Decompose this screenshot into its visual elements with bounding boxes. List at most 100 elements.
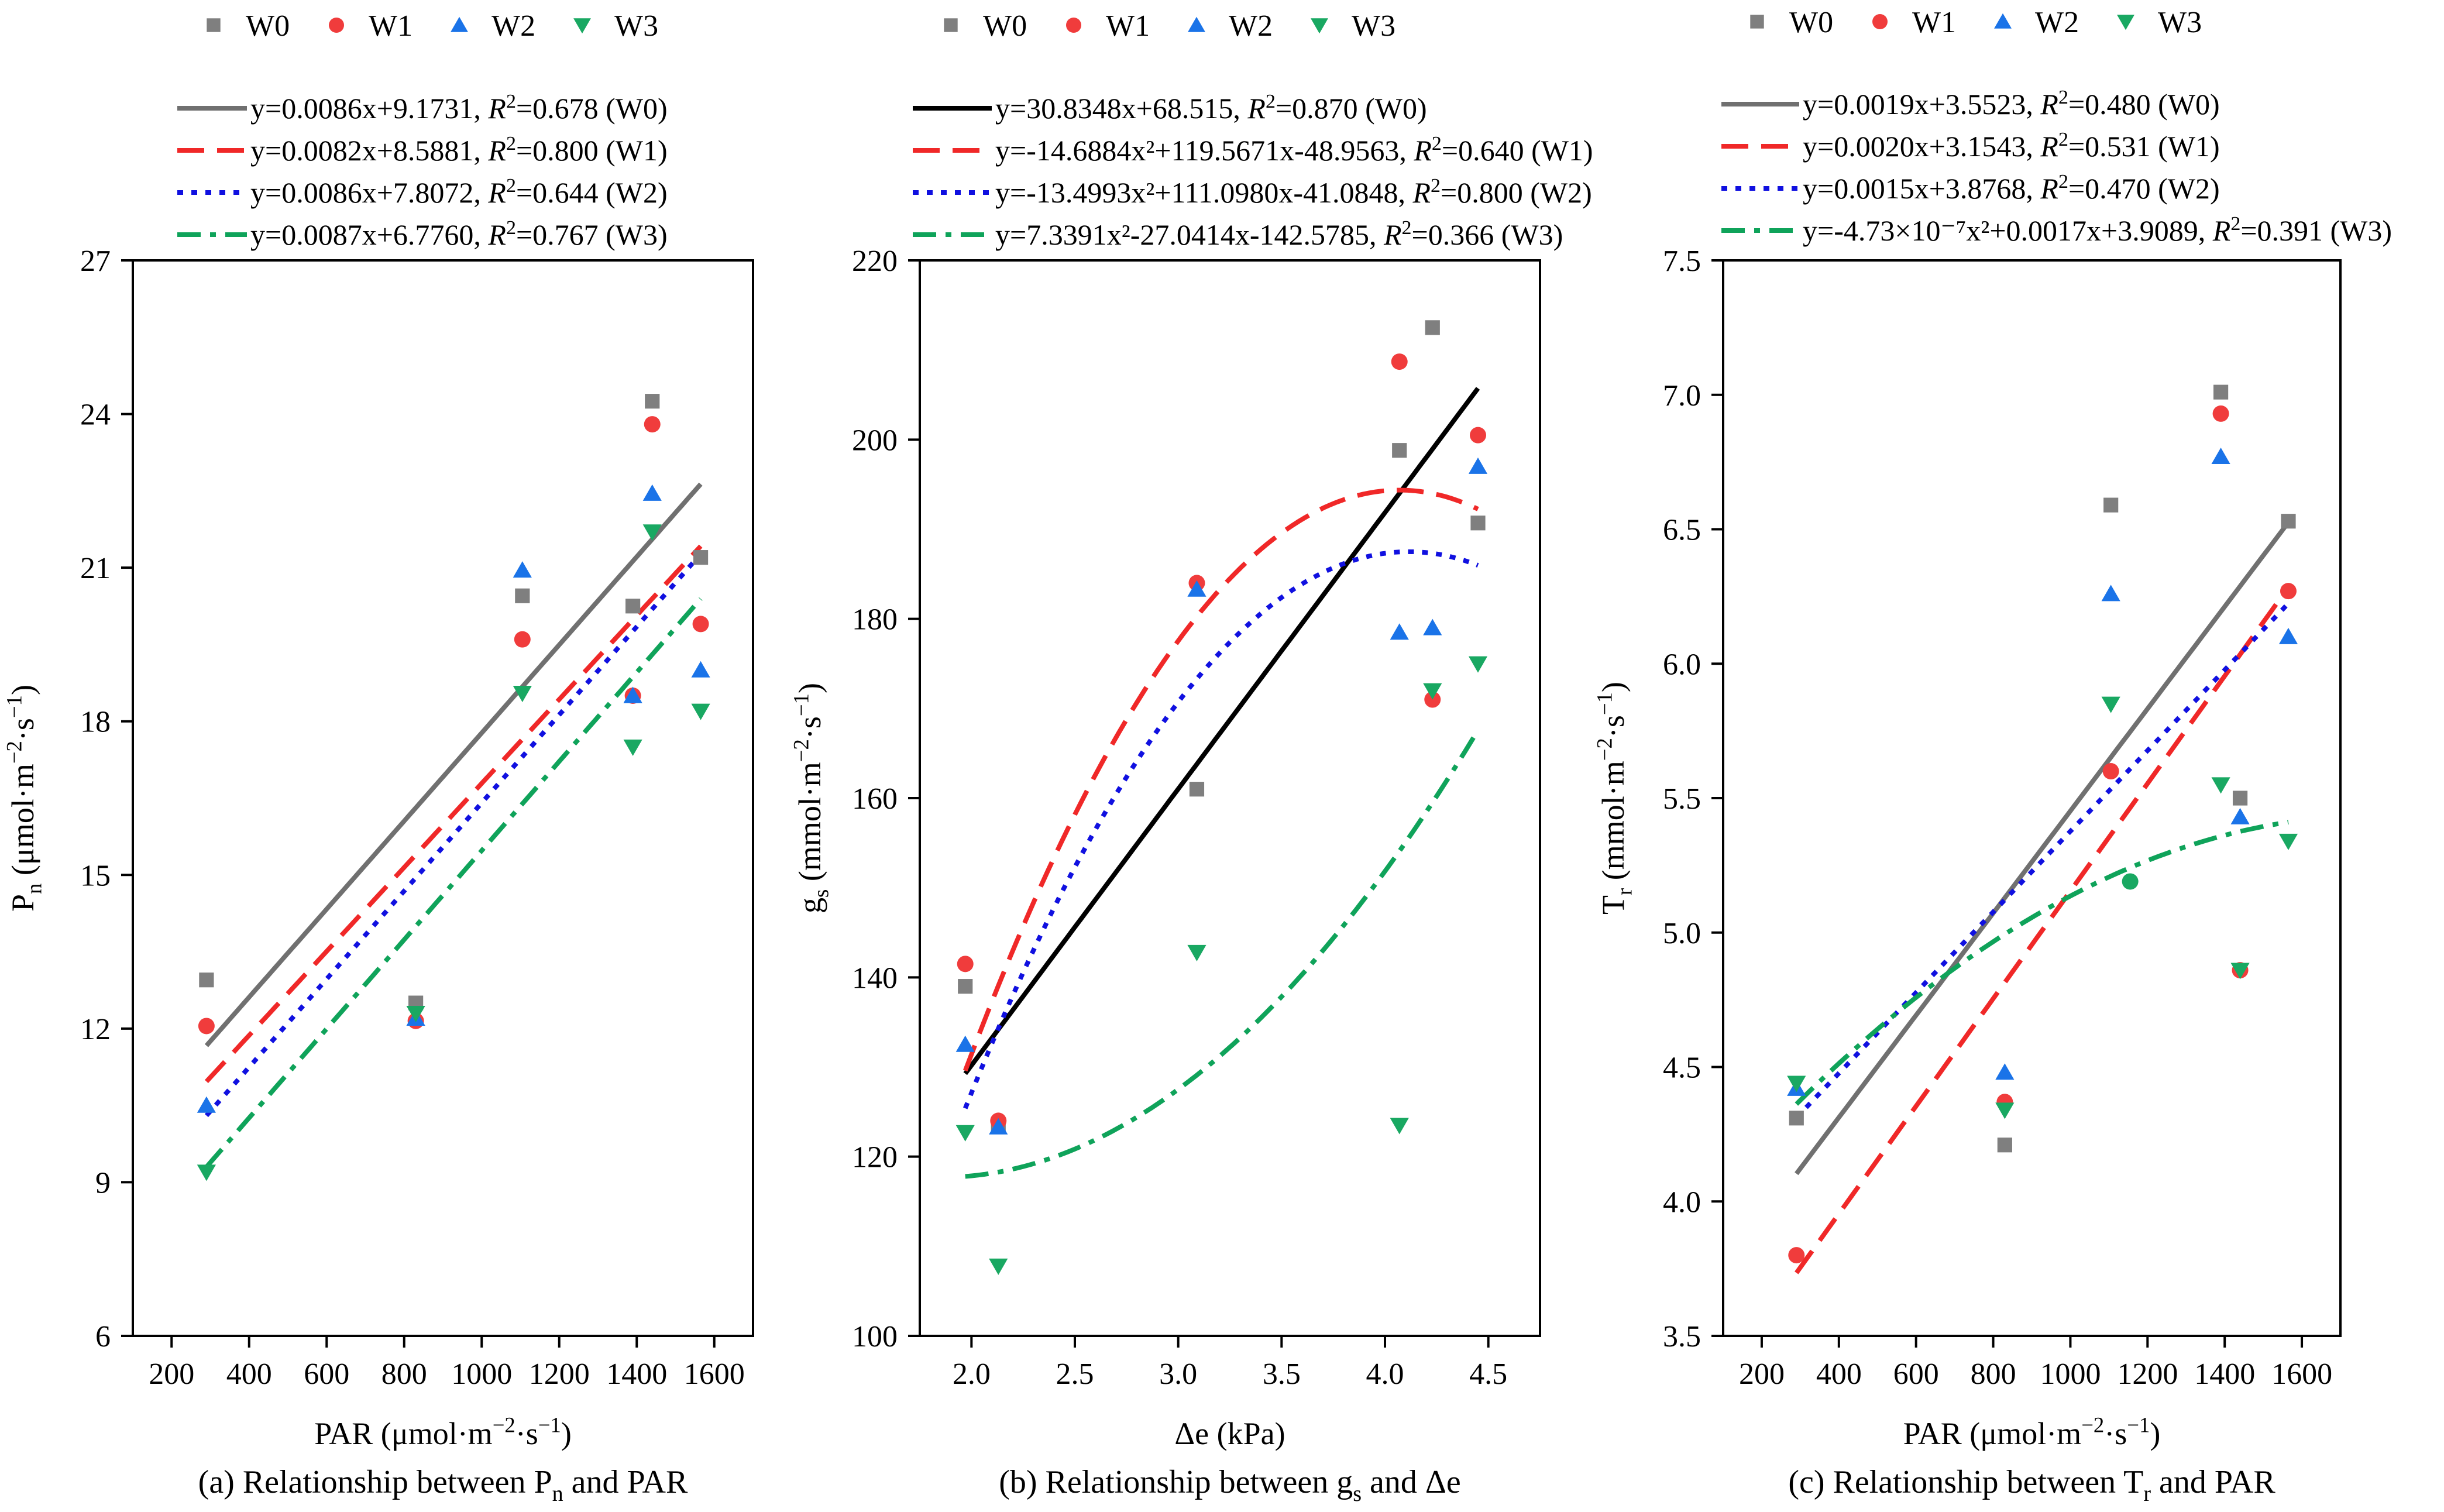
x-tick-label: 1200 bbox=[2117, 1358, 2178, 1391]
x-tick-label: 200 bbox=[1739, 1358, 1785, 1391]
fit-equation-w1: y=-14.6884x²+119.5671x-48.9563, R2=0.640… bbox=[995, 133, 1593, 167]
x-tick-label: 600 bbox=[1893, 1358, 1939, 1391]
x-tick-label: 1000 bbox=[451, 1358, 512, 1391]
point-triangle-up bbox=[2101, 585, 2120, 602]
x-tick-label: 3.5 bbox=[1263, 1358, 1301, 1391]
point-circle bbox=[329, 18, 344, 33]
point-triangle-down bbox=[1787, 1075, 1806, 1092]
fit-curve-w0 bbox=[1795, 521, 2291, 1176]
y-tick-label: 160 bbox=[852, 782, 898, 816]
point-triangle-down bbox=[1311, 18, 1328, 34]
series-w2 bbox=[1787, 448, 2298, 1096]
x-tick-label: 2.0 bbox=[953, 1358, 991, 1391]
point-circle bbox=[2212, 405, 2229, 422]
series-w3 bbox=[955, 656, 1488, 1275]
legend-item-w3: W3 bbox=[573, 9, 658, 43]
panel-caption: (c) Relationship between Tr and PAR bbox=[1788, 1464, 2275, 1506]
legend-item-w3: W3 bbox=[2117, 6, 2202, 39]
legend-label: W3 bbox=[2158, 6, 2202, 39]
point-square bbox=[2103, 497, 2119, 513]
y-tick-label: 5.5 bbox=[1663, 782, 1701, 816]
legend-item-w0: W0 bbox=[1750, 6, 1833, 39]
legend-label: W1 bbox=[1912, 6, 1956, 39]
x-tick-label: 1200 bbox=[529, 1358, 590, 1391]
point-triangle-up bbox=[2278, 627, 2298, 644]
point-circle bbox=[957, 956, 974, 973]
point-square bbox=[1997, 1138, 2012, 1153]
point-triangle-up bbox=[513, 561, 532, 578]
point-triangle-down bbox=[2230, 963, 2250, 980]
y-tick-label: 5.0 bbox=[1663, 917, 1701, 950]
point-triangle-down bbox=[197, 1164, 216, 1181]
y-tick-label: 6 bbox=[95, 1320, 111, 1353]
point-square bbox=[944, 18, 958, 32]
y-axis-label: gs (mmol·m−2·s−1) bbox=[789, 683, 833, 913]
point-triangle-up bbox=[989, 1118, 1008, 1135]
point-square bbox=[1750, 15, 1764, 29]
point-circle bbox=[644, 416, 661, 433]
fit-curve-w1 bbox=[1795, 586, 2291, 1274]
point-square bbox=[515, 588, 530, 603]
point-circle bbox=[2280, 583, 2297, 600]
point-triangle-up bbox=[1995, 1063, 2015, 1080]
point-triangle-up bbox=[691, 661, 710, 678]
legend-item-w1: W1 bbox=[1872, 6, 1956, 39]
y-tick-label: 15 bbox=[80, 859, 111, 892]
chart-panel-a: 200 400 600 800 1000 1200 1400 1600 6 9 12 15 18 21 24… bbox=[2, 9, 754, 1506]
fit-equation-w3: y=-4.73×10⁻⁷x²+0.0017x+3.9089, R2=0.391 … bbox=[1803, 213, 2392, 247]
y-tick-label: 4.5 bbox=[1663, 1051, 1701, 1085]
y-tick-label: 100 bbox=[852, 1320, 898, 1353]
legend-label: W0 bbox=[246, 9, 290, 43]
legend-label: W2 bbox=[1229, 9, 1273, 43]
point-square bbox=[1789, 1111, 1804, 1126]
point-circle bbox=[2102, 763, 2119, 780]
x-axis-label: PAR (μmol·m−2·s−1) bbox=[1903, 1413, 2161, 1451]
y-tick-label: 200 bbox=[852, 424, 898, 457]
y-tick-label: 7.0 bbox=[1663, 379, 1701, 413]
y-tick-label: 180 bbox=[852, 603, 898, 637]
y-axis-label: Tr (mmol·m−2·s−1) bbox=[1592, 682, 1636, 915]
series-w3 bbox=[1787, 696, 2298, 1119]
point-triangle-up bbox=[2211, 448, 2230, 465]
series-w1 bbox=[1788, 405, 2297, 1264]
x-tick-label: 1600 bbox=[684, 1358, 745, 1391]
point-triangle-up bbox=[1188, 16, 1205, 32]
fit-equation-w1: y=0.0082x+8.5881, R2=0.800 (W1) bbox=[250, 133, 668, 167]
point-triangle-down bbox=[1390, 1118, 1409, 1135]
y-tick-label: 6.0 bbox=[1663, 648, 1701, 681]
point-triangle-up bbox=[955, 1035, 975, 1052]
x-tick-label: 400 bbox=[1816, 1358, 1862, 1391]
fit-curve-w3 bbox=[204, 597, 703, 1169]
point-triangle-down bbox=[513, 685, 532, 702]
point-square bbox=[645, 394, 660, 409]
point-triangle-down bbox=[691, 703, 710, 720]
point-triangle-up bbox=[1994, 13, 2012, 29]
y-tick-label: 12 bbox=[80, 1013, 111, 1046]
point-square bbox=[199, 973, 214, 988]
point-square bbox=[1392, 443, 1407, 458]
series-w1 bbox=[198, 416, 709, 1035]
legend-item-w2: W2 bbox=[451, 9, 535, 43]
legend-label: W3 bbox=[614, 9, 658, 43]
fit-curve-w2 bbox=[204, 552, 703, 1118]
fit-curve-w3 bbox=[965, 728, 1480, 1179]
legend-label: W0 bbox=[983, 9, 1027, 43]
point-triangle-down bbox=[1423, 683, 1442, 700]
y-tick-label: 140 bbox=[852, 961, 898, 995]
legend-label: W2 bbox=[491, 9, 535, 43]
fit-equation-w1: y=0.0020x+3.1543, R2=0.531 (W1) bbox=[1803, 129, 2220, 163]
series-w0 bbox=[958, 320, 1486, 1133]
point-triangle-up bbox=[642, 484, 662, 501]
x-tick-label: 3.0 bbox=[1159, 1358, 1197, 1391]
x-tick-label: 800 bbox=[381, 1358, 427, 1391]
point-square bbox=[2213, 384, 2229, 400]
point-triangle-down bbox=[1468, 656, 1488, 673]
x-tick-label: 1600 bbox=[2271, 1358, 2332, 1391]
fit-curve-w2 bbox=[1795, 602, 2290, 1119]
fit-equation-w0: y=0.0086x+9.1731, R2=0.678 (W0) bbox=[250, 91, 668, 125]
y-tick-label: 24 bbox=[80, 398, 111, 432]
fit-equation-w2: y=0.0086x+7.8072, R2=0.644 (W2) bbox=[250, 175, 668, 209]
legend-label: W2 bbox=[2035, 6, 2079, 39]
point-triangle-down bbox=[1187, 944, 1206, 961]
plot-frame bbox=[1722, 259, 2342, 1337]
